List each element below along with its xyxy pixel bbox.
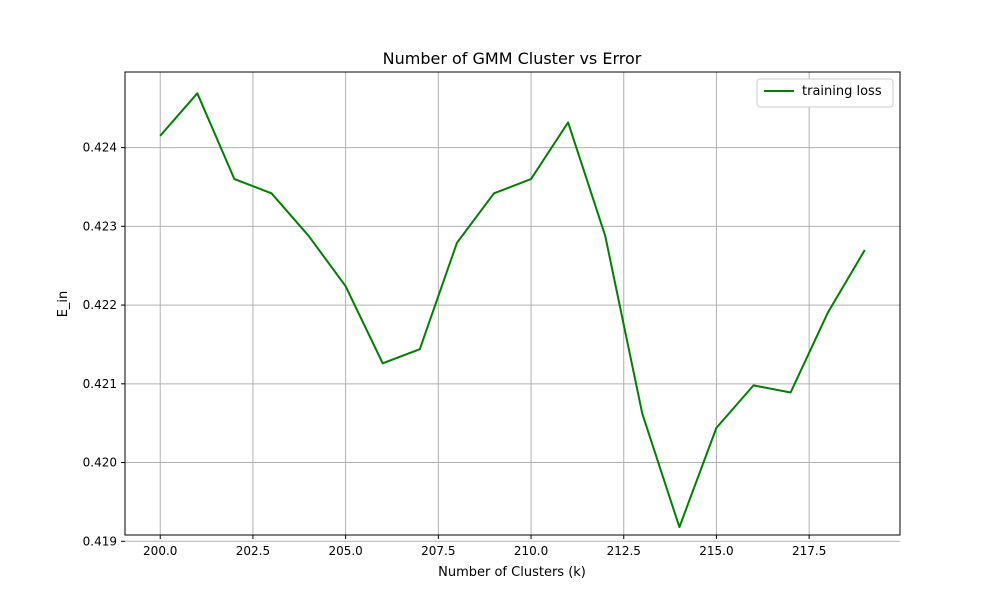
grid — [125, 72, 900, 542]
series-line-training-loss — [159, 92, 866, 529]
legend-box — [756, 78, 894, 108]
x-tick-label: 207.5 — [421, 544, 455, 558]
plot-area-frame — [124, 71, 901, 536]
x-tick-label: 202.5 — [236, 544, 270, 558]
y-tick-label: 0.420 — [83, 456, 117, 470]
y-tick-label: 0.422 — [83, 298, 117, 312]
y-tick-label: 0.421 — [83, 377, 117, 391]
x-tick-label: 215.0 — [699, 544, 733, 558]
x-axis-label: Number of Clusters (k) — [438, 565, 586, 580]
y-tick-label: 0.424 — [83, 141, 117, 155]
x-tick-label: 217.5 — [792, 544, 826, 558]
x-tick-label: 212.5 — [607, 544, 641, 558]
x-tick-label: 205.0 — [328, 544, 362, 558]
legend: training loss — [756, 78, 894, 108]
y-tick-label: 0.423 — [83, 219, 117, 233]
legend-label: training loss — [802, 84, 882, 99]
y-axis-ticks: 0.419 0.420 0.421 0.422 0.423 0.424 — [83, 141, 125, 548]
x-tick-label: 200.0 — [143, 544, 177, 558]
chart-title: Number of GMM Cluster vs Error — [383, 49, 642, 68]
series-layer — [159, 92, 866, 529]
y-tick-label: 0.419 — [83, 534, 117, 548]
y-axis-label: E_in — [56, 291, 71, 318]
x-axis-ticks: 200.0 202.5 205.0 207.5 210.0 212.5 215.0 217.5 — [143, 535, 826, 558]
x-tick-label: 210.0 — [514, 544, 548, 558]
